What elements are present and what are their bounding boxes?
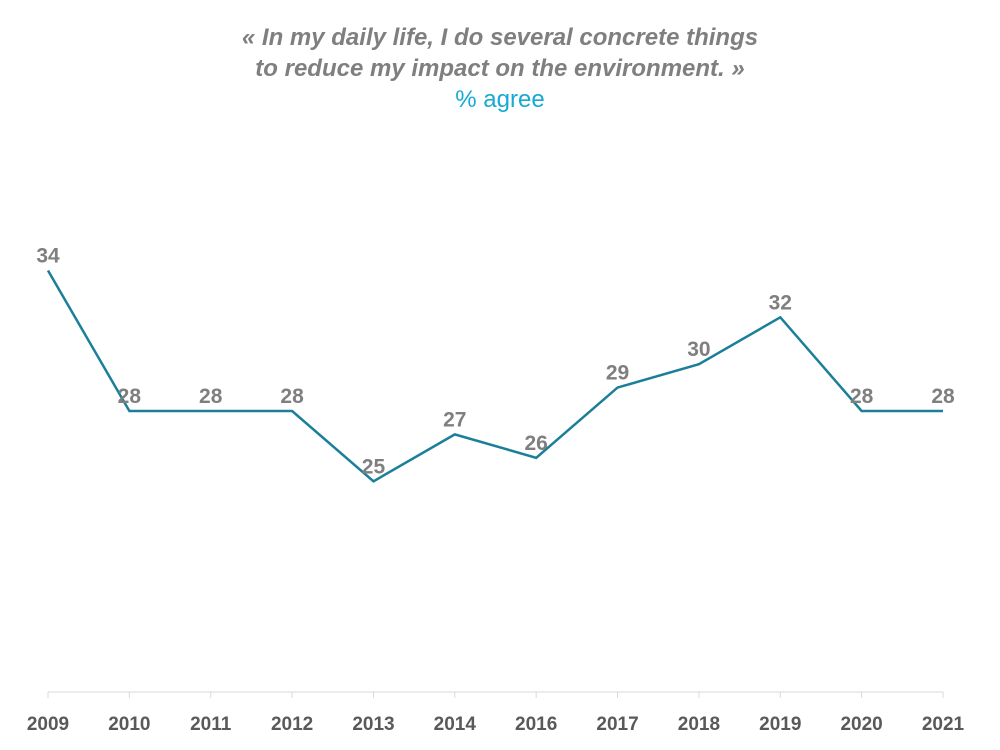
chart-title-block: « In my daily life, I do several concret… (0, 22, 1000, 115)
x-axis-tick-label: 2018 (678, 714, 720, 735)
x-axis-tick-label: 2009 (27, 714, 69, 735)
x-axis-tick-label: 2016 (515, 714, 557, 735)
data-label: 26 (525, 432, 548, 455)
data-label: 29 (606, 362, 629, 385)
x-axis-tick-label: 2013 (352, 714, 394, 735)
data-label: 30 (687, 338, 710, 361)
x-axis-tick-label: 2012 (271, 714, 313, 735)
data-label: 28 (931, 385, 955, 408)
data-label: 28 (199, 385, 223, 408)
data-label: 28 (850, 385, 874, 408)
x-axis-tick-label: 2011 (190, 714, 232, 735)
data-label: 27 (443, 408, 466, 431)
x-axis-tick-label: 2014 (434, 714, 477, 735)
x-axis-tick-label: 2019 (759, 714, 801, 735)
chart-title-line-1: « In my daily life, I do several concret… (241, 24, 759, 51)
series-line (46, 269, 943, 483)
data-label: 32 (769, 291, 792, 314)
data-label: 25 (362, 455, 386, 478)
chart-title-line-2: to reduce my impact on the environment. … (255, 55, 745, 82)
x-axis-tick-label: 2017 (596, 714, 638, 735)
x-axis-tick-label: 2021 (922, 714, 965, 735)
x-axis-tick-label: 2010 (108, 714, 150, 735)
chart-subtitle: % agree (455, 86, 545, 113)
data-label: 34 (36, 245, 60, 268)
data-label: 28 (280, 385, 304, 408)
data-label: 28 (118, 385, 142, 408)
x-axis-tick-label: 2020 (840, 714, 882, 735)
